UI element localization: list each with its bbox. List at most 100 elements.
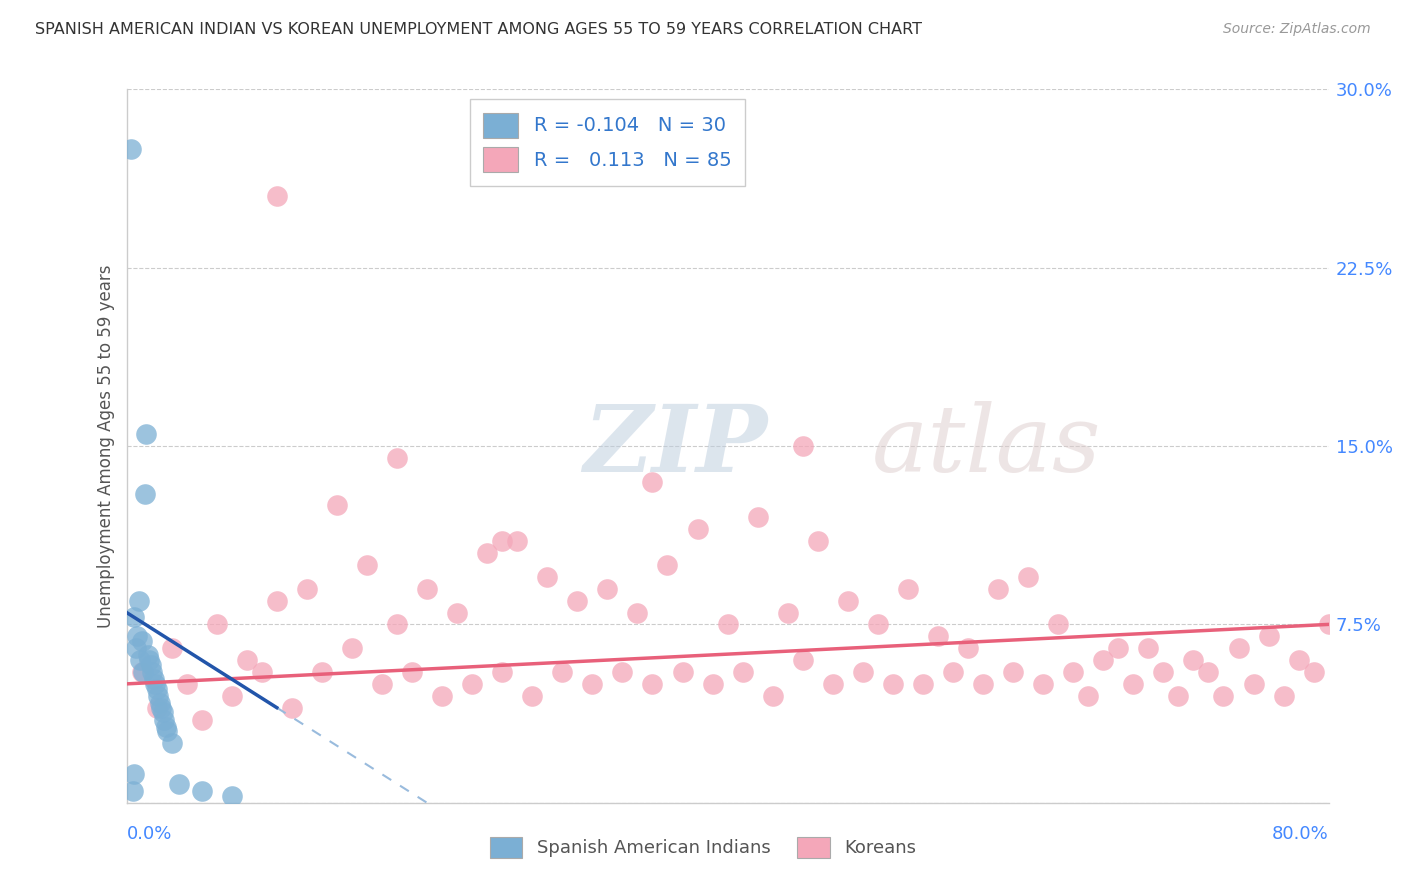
Point [356, 558, 378, 572]
Point [1167, 689, 1189, 703]
Point [626, 606, 648, 620]
Point [266, 189, 288, 203]
Point [129, 653, 152, 667]
Point [1302, 665, 1324, 679]
Point [122, 610, 145, 624]
Point [205, 617, 228, 632]
Point [446, 606, 468, 620]
Point [956, 641, 979, 656]
Text: atlas: atlas [872, 401, 1101, 491]
Point [581, 677, 603, 691]
Point [141, 665, 163, 679]
Point [686, 522, 709, 536]
Point [146, 689, 169, 703]
Point [807, 534, 830, 549]
Point [149, 696, 172, 710]
Point [927, 629, 949, 643]
Point [221, 689, 243, 703]
Point [340, 641, 363, 656]
Point [731, 665, 754, 679]
Point [1288, 653, 1310, 667]
Point [152, 706, 174, 720]
Point [1047, 617, 1070, 632]
Point [124, 641, 146, 656]
Point [747, 510, 769, 524]
Point [1032, 677, 1054, 691]
Point [131, 634, 153, 648]
Point [132, 665, 155, 679]
Point [792, 439, 814, 453]
Point [167, 777, 190, 791]
Point [882, 677, 904, 691]
Point [139, 657, 162, 672]
Point [987, 582, 1010, 596]
Point [1197, 665, 1219, 679]
Point [522, 689, 544, 703]
Legend: Spanish American Indians, Koreans: Spanish American Indians, Koreans [482, 830, 924, 865]
Point [596, 582, 619, 596]
Point [281, 700, 304, 714]
Point [612, 665, 634, 679]
Point [385, 450, 408, 465]
Point [1272, 689, 1295, 703]
Point [134, 486, 156, 500]
Point [1243, 677, 1265, 691]
Point [491, 534, 513, 549]
Point [155, 720, 177, 734]
Point [866, 617, 889, 632]
Text: 80.0%: 80.0% [1272, 825, 1329, 843]
Point [536, 570, 558, 584]
Point [153, 713, 176, 727]
Point [190, 713, 212, 727]
Text: ZIP: ZIP [583, 401, 768, 491]
Point [762, 689, 785, 703]
Point [160, 736, 183, 750]
Point [1122, 677, 1144, 691]
Legend: R = -0.104   N = 30, R =   0.113   N = 85: R = -0.104 N = 30, R = 0.113 N = 85 [470, 99, 745, 186]
Point [136, 648, 159, 663]
Point [120, 142, 142, 156]
Point [641, 475, 664, 489]
Point [1257, 629, 1279, 643]
Point [326, 499, 349, 513]
Point [972, 677, 994, 691]
Point [837, 593, 859, 607]
Point [567, 593, 589, 607]
Point [1212, 689, 1234, 703]
Point [506, 534, 529, 549]
Text: SPANISH AMERICAN INDIAN VS KOREAN UNEMPLOYMENT AMONG AGES 55 TO 59 YEARS CORRELA: SPANISH AMERICAN INDIAN VS KOREAN UNEMPL… [35, 22, 922, 37]
Point [1227, 641, 1250, 656]
Point [250, 665, 273, 679]
Text: 0.0%: 0.0% [127, 825, 172, 843]
Point [475, 546, 498, 560]
Point [138, 653, 160, 667]
Point [657, 558, 679, 572]
Point [1107, 641, 1129, 656]
Point [821, 677, 844, 691]
Point [491, 665, 513, 679]
Point [142, 672, 165, 686]
Point [131, 665, 153, 679]
Point [371, 677, 394, 691]
Point [716, 617, 740, 632]
Point [401, 665, 423, 679]
Point [942, 665, 965, 679]
Point [125, 629, 148, 643]
Point [128, 593, 150, 607]
Point [145, 681, 167, 696]
Point [911, 677, 934, 691]
Point [143, 677, 166, 691]
Y-axis label: Unemployment Among Ages 55 to 59 years: Unemployment Among Ages 55 to 59 years [97, 264, 115, 628]
Point [311, 665, 333, 679]
Point [461, 677, 484, 691]
Point [897, 582, 920, 596]
Point [221, 789, 243, 803]
Point [1317, 617, 1340, 632]
Point [1002, 665, 1025, 679]
Point [1137, 641, 1160, 656]
Point [852, 665, 875, 679]
Point [122, 767, 145, 781]
Point [1182, 653, 1205, 667]
Point [150, 700, 173, 714]
Point [792, 653, 814, 667]
